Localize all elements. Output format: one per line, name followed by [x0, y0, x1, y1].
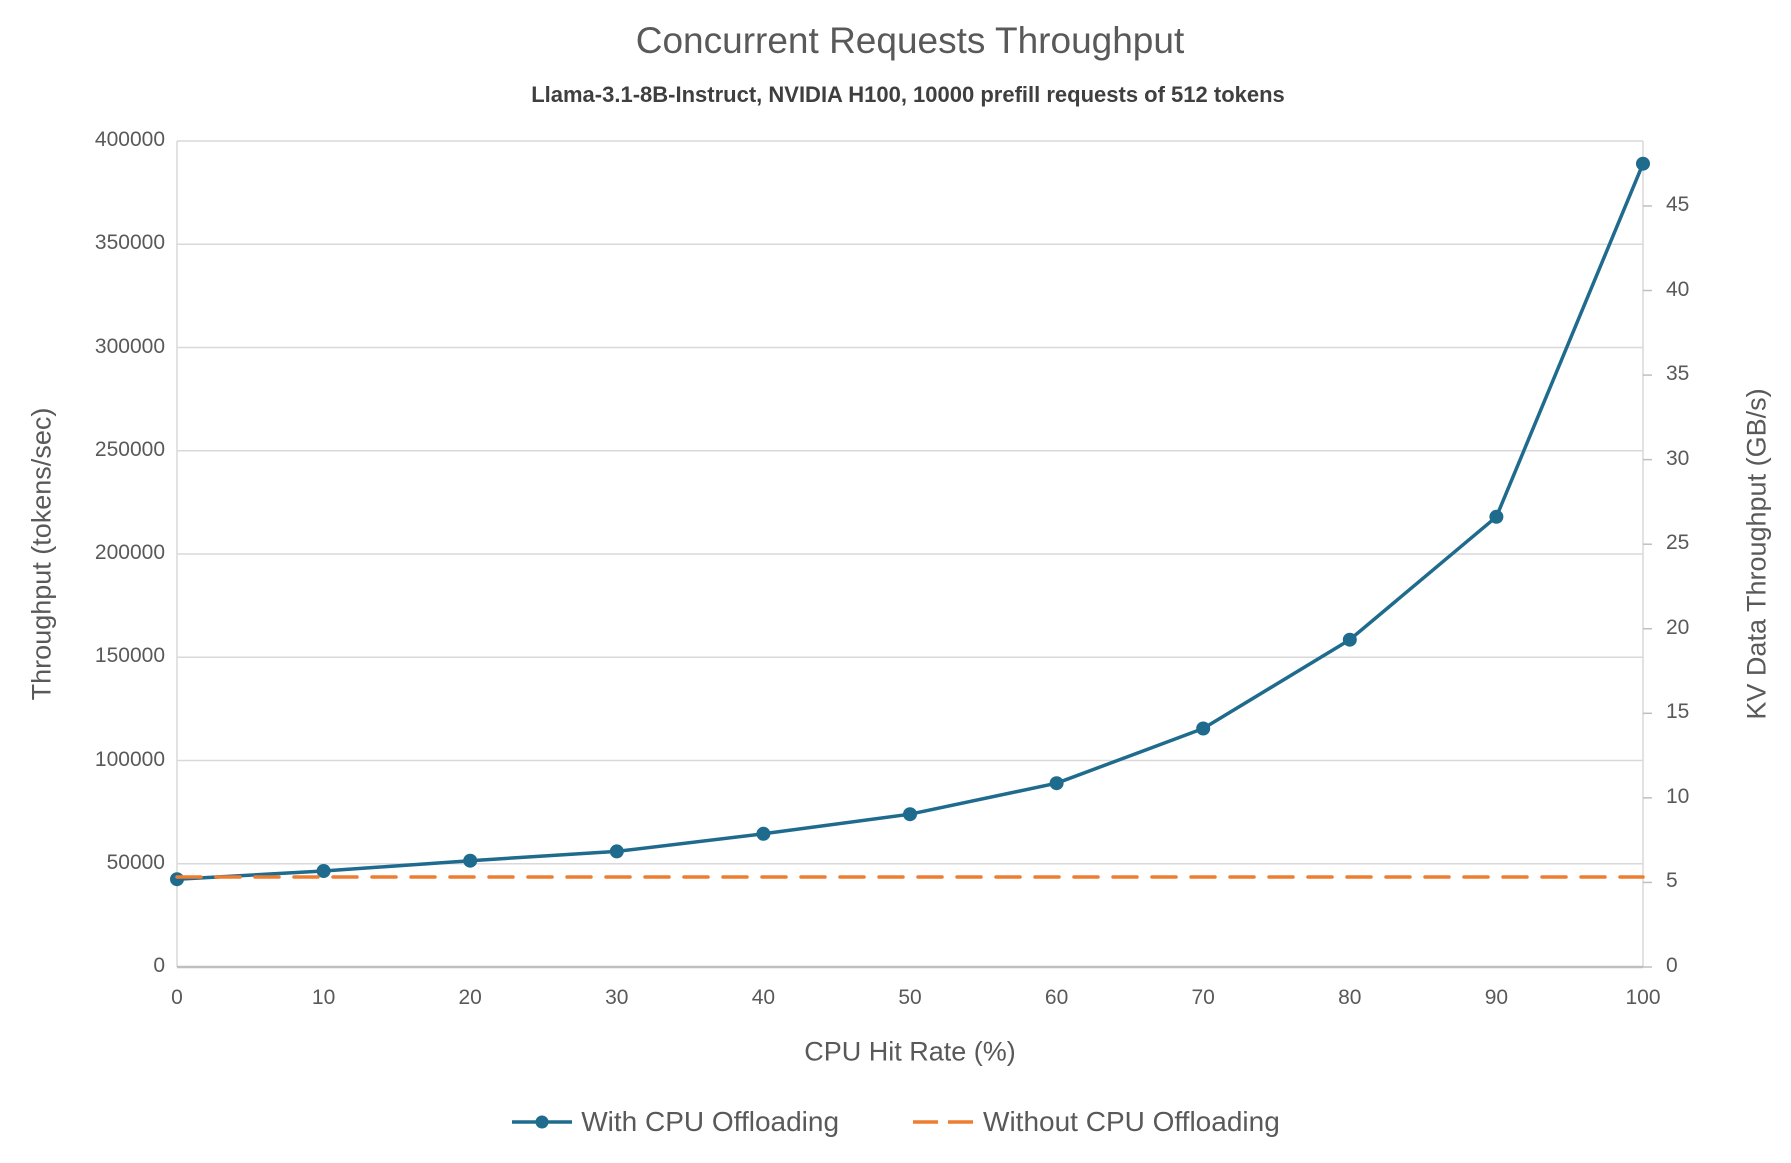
x-tick-label: 10	[311, 986, 336, 1009]
right-y-tick-label: 10	[1666, 784, 1690, 808]
x-tick-label: 20	[458, 986, 482, 1009]
x-tick-label: 90	[1484, 986, 1509, 1009]
left-y-tick-label: 150000	[94, 644, 165, 668]
chart-title: Concurrent Requests Throughput	[635, 20, 1185, 61]
data-point-marker	[1049, 776, 1064, 791]
right-y-tick-label: 25	[1666, 531, 1690, 555]
x-tick-label: 30	[605, 986, 629, 1009]
data-point-marker	[1636, 156, 1650, 171]
right-y-tick-label: 40	[1666, 277, 1690, 301]
data-point-marker	[316, 864, 331, 878]
left-y-tick-label: 200000	[94, 541, 165, 564]
x-tick-label: 0	[171, 986, 183, 1009]
legend-item-with-offloading: With CPU Offloading	[511, 1106, 839, 1138]
series-line-with-offloading	[175, 161, 1645, 881]
data-point-marker	[170, 872, 184, 887]
left-y-tick-label: 300000	[94, 334, 165, 358]
chart-subtitle: Llama-3.1-8B-Instruct, NVIDIA H100, 1000…	[531, 82, 1285, 107]
data-point-marker	[756, 826, 771, 841]
x-tick-label: 70	[1191, 986, 1215, 1009]
legend: With CPU Offloading Without CPU Offloadi…	[0, 1096, 1791, 1148]
data-point-marker	[609, 844, 624, 859]
data-point-marker	[463, 853, 478, 868]
line-with-marker-icon	[512, 1115, 573, 1129]
dashed-line-icon	[913, 1120, 974, 1124]
right-y-tick-label: 45	[1666, 192, 1690, 216]
x-tick-label: 50	[898, 986, 922, 1009]
left-y-tick-label: 0	[153, 954, 165, 977]
x-tick-label: 80	[1338, 986, 1362, 1009]
x-tick-label: 40	[751, 986, 776, 1009]
right-y-tick-label: 0	[1666, 954, 1678, 977]
x-tick-label: 60	[1044, 986, 1069, 1009]
left-y-tick-label: 100000	[94, 747, 165, 771]
left-y-tick-label: 250000	[94, 437, 165, 461]
left-y-tick-label: 400000	[94, 128, 165, 151]
right-y-tick-label: 30	[1666, 446, 1690, 470]
right-y-tick-label: 20	[1666, 615, 1690, 639]
x-tick-label: 100	[1625, 986, 1661, 1009]
right-y-tick-label: 5	[1666, 869, 1678, 893]
right-y-tick-label: 35	[1666, 362, 1690, 386]
data-point-marker	[1196, 721, 1211, 736]
x-axis-title: CPU Hit Rate (%)	[804, 1036, 1016, 1067]
legend-label-with-offloading: With CPU Offloading	[581, 1106, 840, 1137]
left-y-tick-label: 50000	[106, 850, 165, 874]
right-y-tick-label: 15	[1666, 700, 1690, 724]
data-point-marker	[903, 807, 917, 822]
legend-item-without-offloading: Without CPU Offloading	[911, 1106, 1280, 1138]
legend-label-without-offloading: Without CPU Offloading	[983, 1106, 1280, 1137]
data-point-marker	[1342, 632, 1357, 647]
left-y-tick-label: 350000	[94, 231, 165, 255]
data-point-marker	[1489, 509, 1504, 524]
